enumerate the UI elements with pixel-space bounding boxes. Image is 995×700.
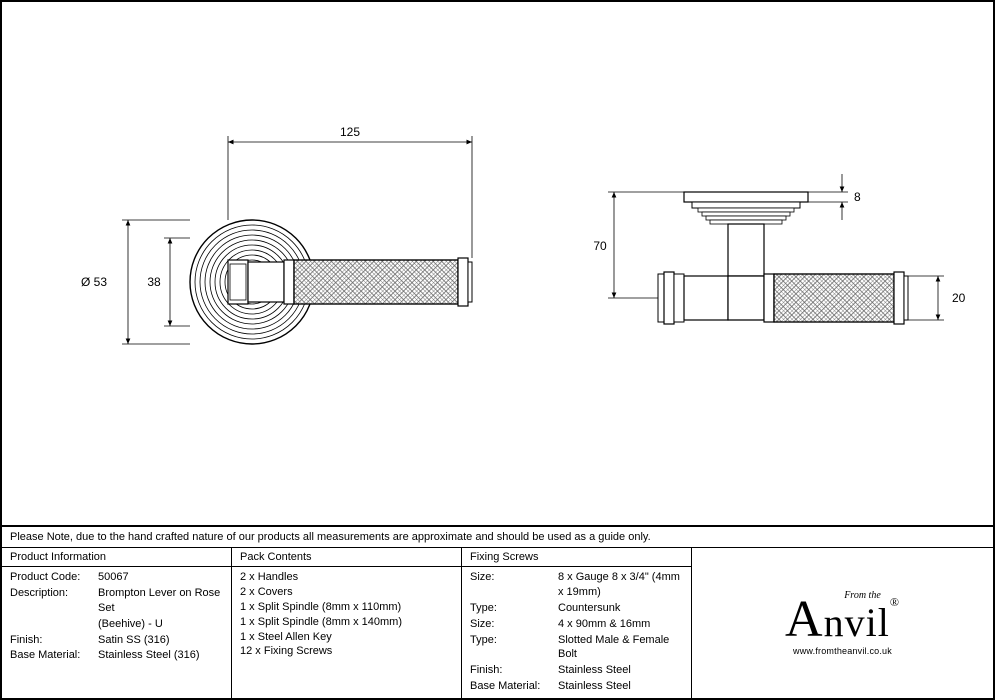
kv-key: Size: <box>470 570 558 600</box>
col-fixing-screws: Fixing Screws Size:8 x Gauge 8 x 3/4" (4… <box>462 548 692 698</box>
fixing-screws-header: Fixing Screws <box>462 548 691 567</box>
kv-row: Size:8 x Gauge 8 x 3/4" (4mm x 19mm) <box>470 570 683 600</box>
kv-row: Finish:Stainless Steel <box>470 663 683 678</box>
kv-val: 4 x 90mm & 16mm <box>558 617 683 632</box>
kv-row: Finish:Satin SS (316) <box>10 633 223 648</box>
kv-key: Type: <box>470 601 558 616</box>
pack-item: 2 x Handles <box>240 570 453 585</box>
dim-53-label: Ø 53 <box>81 275 107 289</box>
pack-item: 1 x Split Spindle (8mm x 110mm) <box>240 600 453 615</box>
logo-url: www.fromtheanvil.co.uk <box>785 646 900 656</box>
kv-val: (Beehive) - U <box>98 617 223 632</box>
kv-val: Stainless Steel <box>558 679 683 694</box>
pack-item: 12 x Fixing Screws <box>240 644 453 659</box>
dim-8-label: 8 <box>854 190 861 204</box>
dim-125-label: 125 <box>340 125 360 139</box>
logo: From the Anvil® www.fromtheanvil.co.uk <box>777 582 908 664</box>
dim-diameter-53: Ø 53 <box>81 220 190 344</box>
kv-row: Base Material:Stainless Steel <box>470 679 683 694</box>
col-logo: From the Anvil® www.fromtheanvil.co.uk <box>692 548 993 698</box>
kv-key: Finish: <box>10 633 98 648</box>
mounting-plate <box>684 192 808 202</box>
pack-item: 1 x Split Spindle (8mm x 140mm) <box>240 615 453 630</box>
kv-row: Size:4 x 90mm & 16mm <box>470 617 683 632</box>
dim-inner-38: 38 <box>147 238 190 326</box>
note-row: Please Note, due to the hand crafted nat… <box>2 527 993 548</box>
kv-val: Stainless Steel (316) <box>98 648 223 663</box>
kv-row: Type:Countersunk <box>470 601 683 616</box>
kv-key: Size: <box>470 617 558 632</box>
info-area: Please Note, due to the hand crafted nat… <box>2 527 993 698</box>
kv-row: Base Material:Stainless Steel (316) <box>10 648 223 663</box>
front-view: 125 Ø 53 38 <box>81 125 472 344</box>
kv-key: Base Material: <box>10 648 98 663</box>
kv-val: Slotted Male & Female Bolt <box>558 633 683 663</box>
kv-key: Type: <box>470 633 558 663</box>
kv-key: Description: <box>10 586 98 616</box>
kv-val: Stainless Steel <box>558 663 683 678</box>
kv-row: Description:Brompton Lever on Rose Set <box>10 586 223 616</box>
pack-item: 2 x Covers <box>240 585 453 600</box>
kv-key: Product Code: <box>10 570 98 585</box>
kv-row: Product Code:50067 <box>10 570 223 585</box>
dim-grip-20: 20 <box>908 276 966 320</box>
kv-val: 50067 <box>98 570 223 585</box>
kv-val: Brompton Lever on Rose Set <box>98 586 223 616</box>
logo-main: Anvil® <box>785 597 900 644</box>
dim-plate-8: 8 <box>808 174 861 220</box>
technical-drawing: 125 Ø 53 38 <box>2 2 993 527</box>
beehive-side <box>698 208 794 224</box>
pack-contents-body: 2 x Handles2 x Covers1 x Split Spindle (… <box>232 567 461 698</box>
lever-body <box>228 258 472 306</box>
product-info-header: Product Information <box>2 548 231 567</box>
pack-item: 1 x Steel Allen Key <box>240 630 453 645</box>
kv-val: Satin SS (316) <box>98 633 223 648</box>
kv-val: Countersunk <box>558 601 683 616</box>
fixing-screws-body: Size:8 x Gauge 8 x 3/4" (4mm x 19mm)Type… <box>462 567 691 698</box>
product-info-body: Product Code:50067Description:Brompton L… <box>2 567 231 698</box>
dim-38-label: 38 <box>147 275 161 289</box>
pack-contents-header: Pack Contents <box>232 548 461 567</box>
col-product-info: Product Information Product Code:50067De… <box>2 548 232 698</box>
dim-70-label: 70 <box>593 239 607 253</box>
side-view: 70 8 20 <box>593 174 965 324</box>
kv-row: Type:Slotted Male & Female Bolt <box>470 633 683 663</box>
kv-val: 8 x Gauge 8 x 3/4" (4mm x 19mm) <box>558 570 683 600</box>
kv-row: (Beehive) - U <box>10 617 223 632</box>
drawing-sheet: 125 Ø 53 38 <box>0 0 995 700</box>
col-pack-contents: Pack Contents 2 x Handles2 x Covers1 x S… <box>232 548 462 698</box>
info-columns: Product Information Product Code:50067De… <box>2 548 993 698</box>
drawing-area: 125 Ø 53 38 <box>2 2 993 527</box>
kv-key <box>10 617 98 632</box>
dim-20-label: 20 <box>952 291 966 305</box>
kv-key: Finish: <box>470 663 558 678</box>
kv-key: Base Material: <box>470 679 558 694</box>
